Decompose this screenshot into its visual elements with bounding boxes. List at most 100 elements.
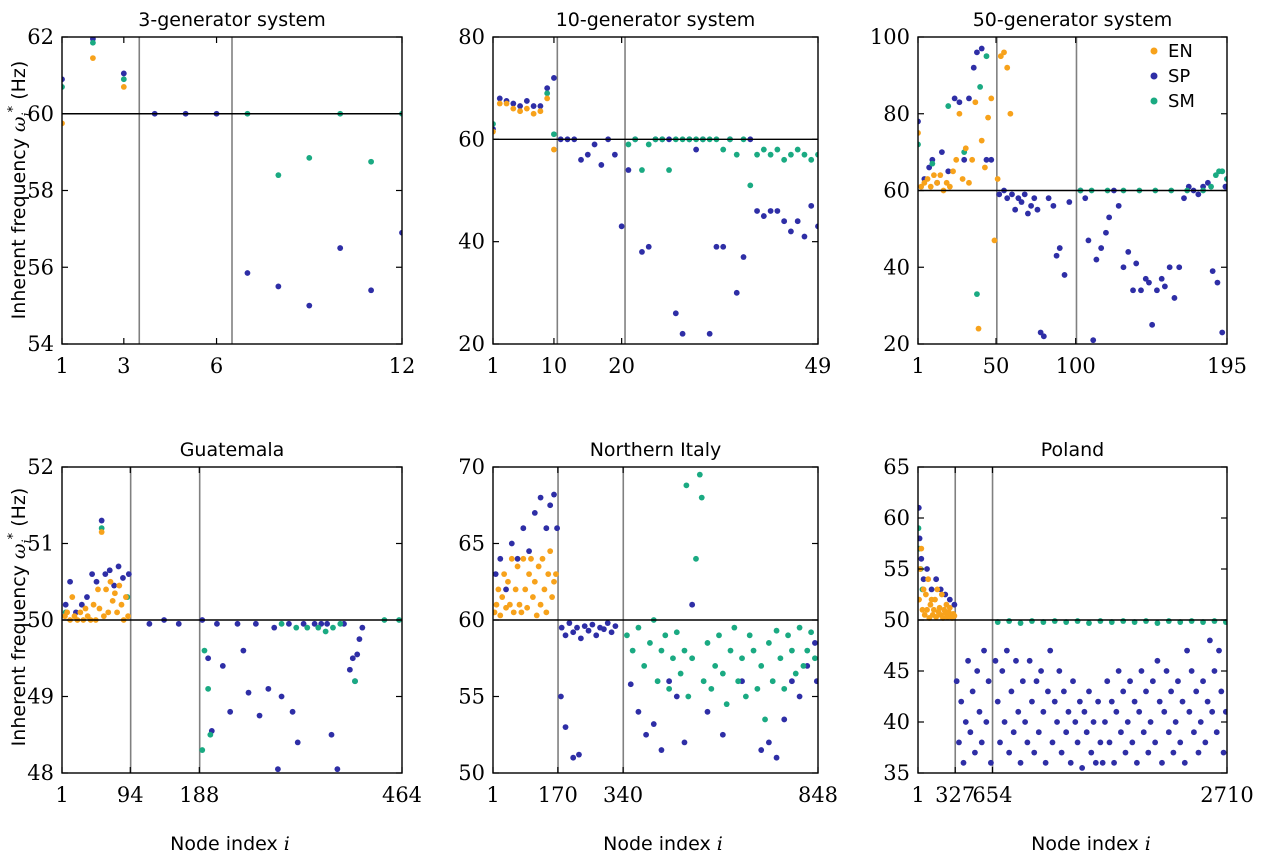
data-point-en (109, 597, 116, 604)
data-point-sm (974, 291, 980, 298)
data-point-sp (531, 510, 538, 516)
data-point-en (991, 237, 998, 244)
chart-panel-1: 3-generator system 54 56 58 60 62 1 3 6 12 (27, 9, 415, 378)
data-point-sp (349, 655, 356, 662)
data-point-en (981, 164, 988, 171)
data-point-sp (789, 678, 795, 685)
data-point-sp (120, 70, 127, 77)
data-point-sp (234, 620, 241, 627)
ylabel-prefix: Inherent frequency (8, 132, 30, 319)
data-point-sp (765, 739, 772, 746)
data-point-sp (926, 164, 933, 171)
data-point-sp (1058, 749, 1065, 756)
data-point-sm (735, 678, 742, 685)
data-point-en (936, 604, 943, 611)
data-point-en (501, 571, 508, 577)
x-tick-label: 94 (117, 783, 144, 807)
y-tick-label: 60 (458, 127, 485, 151)
data-point-sp (1204, 179, 1211, 186)
data-point-sp (920, 576, 927, 583)
data-point-sp (1037, 329, 1044, 336)
data-point-sp (1095, 698, 1102, 705)
data-point-sp (593, 632, 600, 639)
data-point-sp (673, 693, 680, 700)
data-point-sp (274, 766, 281, 773)
data-point-sp (286, 620, 292, 627)
data-point-en (62, 120, 65, 127)
data-point-sm (719, 670, 726, 677)
data-point-sp (1133, 759, 1140, 766)
y-tick-label: 50 (458, 761, 485, 785)
data-point-sp (1142, 275, 1149, 282)
data-point-sp (399, 229, 402, 236)
data-point-sp (1191, 729, 1197, 736)
data-point-sp (733, 289, 740, 296)
data-point-sp (558, 624, 565, 631)
data-point-en (549, 594, 555, 600)
data-point-sp (520, 525, 527, 532)
data-point-sm (673, 629, 680, 636)
data-point-en (924, 606, 930, 613)
data-point-sm (654, 678, 661, 685)
data-point-sp (650, 721, 657, 727)
data-point-sp (356, 636, 363, 643)
data-point-sm (750, 647, 757, 654)
data-point-sp (1054, 719, 1060, 725)
data-point-sp (618, 223, 625, 230)
data-point-sp (219, 663, 226, 669)
data-point-sm (293, 624, 300, 631)
data-point-sp (951, 601, 958, 608)
data-point-sp (1082, 195, 1089, 202)
data-point-sp (1038, 668, 1044, 674)
x-tick-label: 188 (179, 783, 219, 807)
data-point-sp (978, 45, 985, 52)
y-tick-label: 80 (883, 102, 910, 126)
data-point-sp (1009, 191, 1015, 198)
data-point-sp (67, 578, 73, 585)
data-point-sm (352, 678, 358, 685)
data-point-sm (624, 632, 630, 639)
data-point-en (493, 601, 500, 608)
chart-title: Guatemala (180, 439, 285, 461)
data-point-sm (1212, 172, 1219, 179)
data-point-sp (574, 624, 580, 631)
data-point-sm (629, 647, 636, 654)
y-tick-label: 51 (27, 532, 54, 556)
data-point-sp (625, 167, 632, 173)
data-point-en (510, 609, 517, 616)
data-point-sp (1021, 191, 1028, 198)
legend-marker-sp (1150, 72, 1158, 80)
data-point-en (551, 146, 557, 153)
data-point-sp (1168, 688, 1175, 695)
data-point-sp (1115, 202, 1122, 209)
data-point-sp (1083, 729, 1090, 736)
data-point-sp (812, 640, 818, 646)
data-point-en (105, 609, 112, 616)
data-point-sp (537, 103, 544, 109)
data-point-en (114, 609, 120, 616)
data-point-en (938, 591, 945, 598)
data-point-en (972, 99, 979, 106)
data-point-sm (1211, 618, 1218, 624)
x-tick-label: 10 (541, 354, 568, 378)
data-point-en (919, 606, 926, 613)
data-point-sp (983, 719, 990, 725)
data-point-sp (1136, 708, 1143, 715)
data-point-sp (1034, 206, 1041, 213)
data-point-sp (1216, 647, 1222, 654)
data-point-en (90, 55, 96, 62)
data-point-en (921, 179, 928, 186)
data-point-sp (1143, 688, 1149, 695)
data-point-sp (983, 156, 990, 163)
data-point-sm (639, 167, 645, 173)
data-point-en (933, 614, 940, 620)
data-point-sp (496, 95, 503, 102)
data-point-sp (227, 708, 234, 715)
data-point-sp (578, 156, 584, 163)
data-point-sp (924, 566, 930, 572)
y-axis-label-bottom: Inherent frequency ωi* (Hz) (6, 488, 35, 747)
data-point-sp (1213, 729, 1220, 736)
data-point-sp (1161, 283, 1168, 290)
data-point-sp (598, 162, 605, 168)
data-point-sm (685, 693, 692, 700)
